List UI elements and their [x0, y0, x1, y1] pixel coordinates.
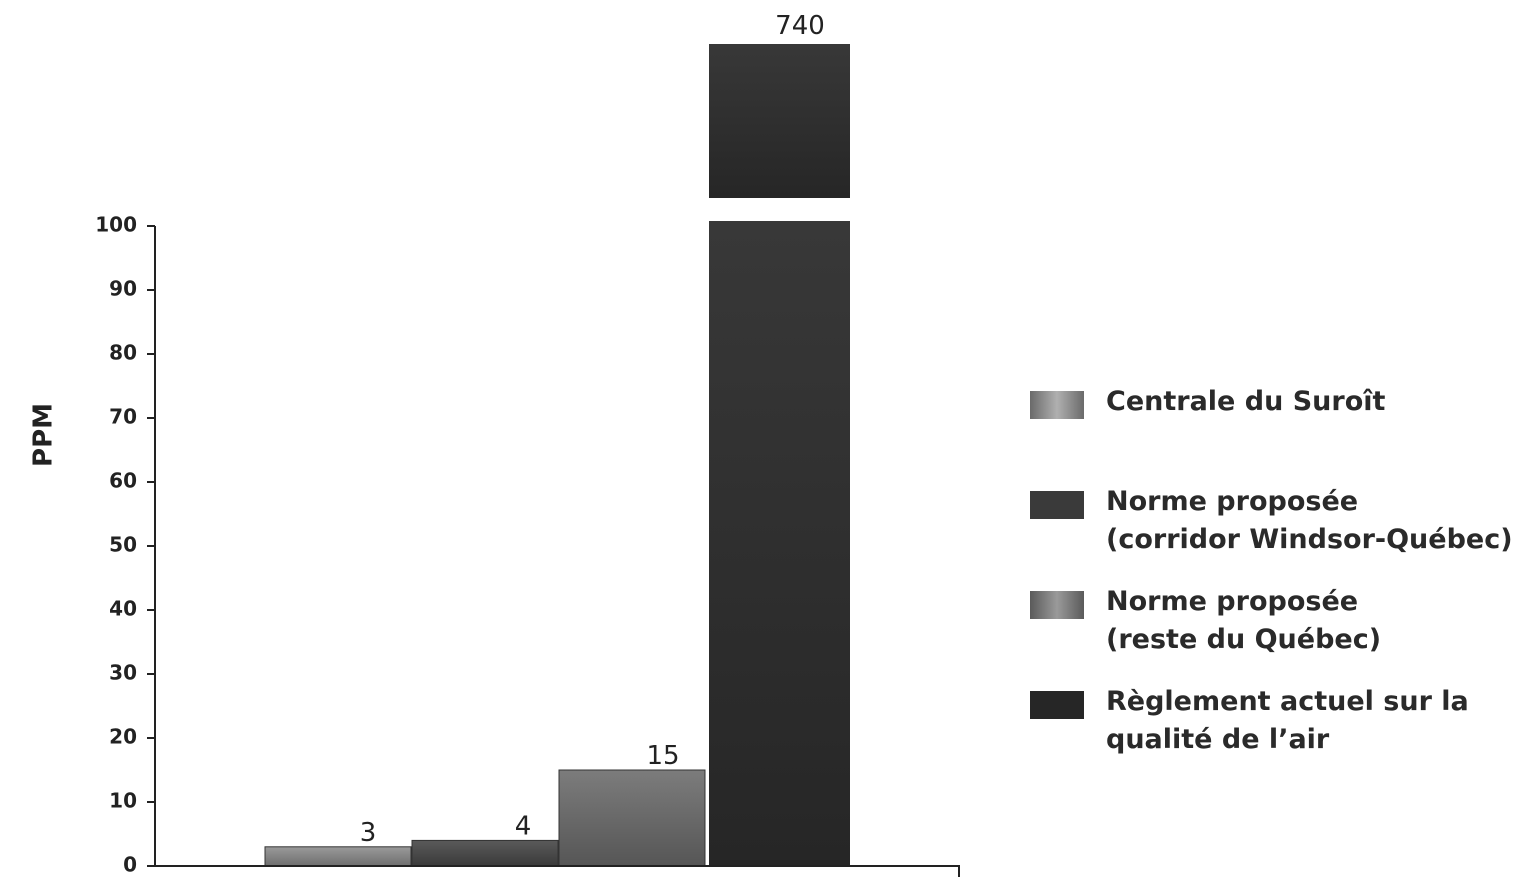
legend-label-reste: Norme proposée (reste du Québec) [1106, 586, 1382, 655]
y-tick-label-80: 80 [109, 341, 137, 365]
chart: 0 10 20 30 40 50 60 70 80 90 100 3 4 15 740 PPM [29, 11, 960, 877]
data-label-2: 15 [646, 741, 679, 771]
legend-item-centrale: Centrale du Suroît [1030, 383, 1530, 483]
data-labels: 3 4 15 740 [360, 11, 825, 848]
y-axis-ticks: 0 10 20 30 40 50 60 70 80 90 100 [95, 213, 155, 877]
bar-series-3-lower [709, 221, 850, 866]
y-tick-label-90: 90 [109, 277, 137, 301]
y-tick-label-40: 40 [109, 597, 137, 621]
y-tick-label-100: 100 [95, 213, 137, 237]
legend-item-reste: Norme proposée (reste du Québec) [1030, 583, 1530, 683]
legend-item-reglement: Règlement actuel sur la qualité de l’air [1030, 683, 1530, 783]
legend-swatch-reste [1030, 591, 1084, 619]
y-tick-label-50: 50 [109, 533, 137, 557]
y-tick-label-20: 20 [109, 725, 137, 749]
legend-swatch-windsor [1030, 491, 1084, 519]
y-tick-label-60: 60 [109, 469, 137, 493]
data-label-0: 3 [360, 818, 377, 848]
legend-label-windsor: Norme proposée (corridor Windsor-Québec) [1106, 486, 1513, 555]
y-tick-label-0: 0 [123, 853, 137, 877]
bar-series-3-upper [709, 44, 850, 198]
bar-series-2 [558, 769, 706, 867]
y-tick-label-70: 70 [109, 405, 137, 429]
data-label-3: 740 [775, 11, 825, 41]
y-tick-label-30: 30 [109, 661, 137, 685]
bar-series-0 [264, 846, 412, 867]
legend-label-reglement: Règlement actuel sur la qualité de l’air [1106, 686, 1469, 755]
legend: Centrale du Suroît Norme proposée (corri… [1030, 383, 1530, 783]
bar-series-1 [411, 839, 559, 867]
y-tick-label-10: 10 [109, 789, 137, 813]
legend-swatch-centrale [1030, 391, 1084, 419]
bars [264, 44, 850, 867]
legend-swatch-reglement [1030, 691, 1084, 719]
y-axis-title: PPM [29, 403, 59, 467]
legend-item-windsor: Norme proposée (corridor Windsor-Québec) [1030, 483, 1530, 583]
data-label-1: 4 [515, 811, 532, 841]
legend-label-centrale: Centrale du Suroît [1106, 386, 1386, 417]
